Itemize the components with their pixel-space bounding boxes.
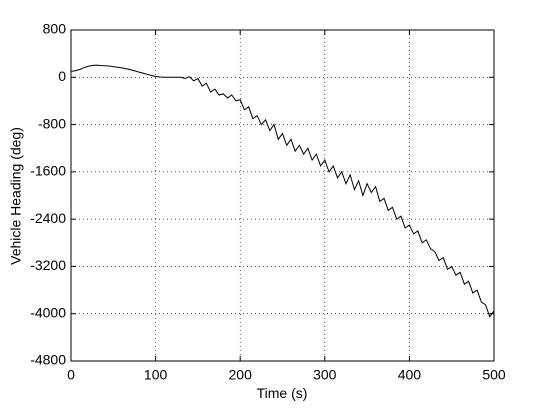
line-series xyxy=(70,64,495,318)
x-tick-label: 500 xyxy=(482,367,506,383)
y-tick-label: 0 xyxy=(58,68,66,84)
y-tick-label: 800 xyxy=(43,21,67,37)
x-tick-label: 400 xyxy=(398,367,422,383)
y-tick-label: -800 xyxy=(38,115,66,131)
plot-frame xyxy=(70,29,495,362)
x-tick-label: 100 xyxy=(144,367,168,383)
y-tick-label: -1600 xyxy=(30,163,66,179)
x-tick-label: 200 xyxy=(229,367,253,383)
x-tick-label: 0 xyxy=(67,367,75,383)
y-tick-label: -3200 xyxy=(30,257,66,273)
x-axis-label: Time (s) xyxy=(257,385,308,401)
x-tick-label: 300 xyxy=(313,367,337,383)
y-tick-label: -4000 xyxy=(30,304,66,320)
y-axis-label: Vehicle Heading (deg) xyxy=(8,127,24,265)
y-tick-label: -4800 xyxy=(30,352,66,368)
y-tick-label: -2400 xyxy=(30,210,66,226)
